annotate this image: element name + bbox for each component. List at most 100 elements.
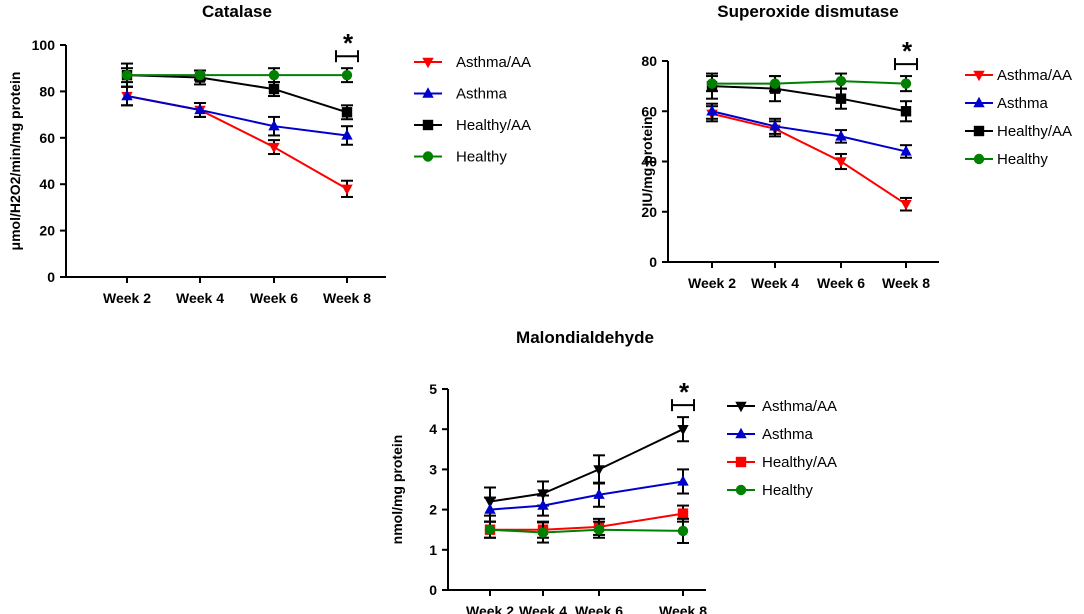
series-healthy — [706, 72, 912, 93]
legend-asthma-aa: Asthma/AA — [414, 54, 531, 71]
legend-healthy: Healthy — [965, 151, 1048, 168]
legend-marker — [422, 87, 434, 98]
data-point — [268, 83, 280, 95]
series-line — [711, 85, 907, 113]
data-point — [537, 527, 549, 538]
y-tick-label: 0 — [47, 269, 55, 285]
x-tick-label: Week 6 — [817, 275, 865, 291]
y-tick-label: 2 — [429, 502, 437, 518]
series-line — [712, 80, 907, 85]
legend-marker — [735, 456, 747, 468]
legend-label: Asthma/AA — [762, 398, 837, 415]
series-asthma-aa — [484, 416, 689, 517]
x-tick-label: Week 8 — [882, 275, 930, 291]
chart-panel-2: Malondialdehyde 0 1 2 3 4 5 Week 2 Week 4 Week 6 W… — [389, 328, 837, 614]
data-point — [341, 69, 353, 81]
data-point — [677, 525, 689, 537]
legend-asthma: Asthma — [965, 95, 1049, 112]
data-point — [706, 105, 718, 116]
data-point — [593, 488, 605, 499]
legend-label: Asthma — [762, 426, 814, 443]
legend-marker — [422, 57, 434, 69]
legend-marker — [973, 96, 985, 108]
y-tick-label: 80 — [39, 83, 55, 99]
x-tick-label: Week 4 — [751, 275, 799, 291]
data-point — [593, 524, 605, 535]
y-tick-label: 100 — [32, 37, 56, 53]
series-asthma — [484, 468, 689, 523]
x-tick-label: Week 8 — [659, 603, 707, 614]
x-tick-label: Week 4 — [176, 290, 224, 306]
y-tick-label: 20 — [641, 204, 657, 220]
y-tick-label: 1 — [429, 542, 437, 558]
data-point — [835, 130, 847, 141]
series-line — [489, 428, 684, 503]
series-line — [126, 74, 348, 114]
data-point — [835, 75, 847, 87]
legend-healthy: Healthy — [414, 149, 507, 166]
data-point — [677, 475, 689, 486]
y-tick-label: 0 — [649, 254, 657, 270]
y-tick-label: 60 — [641, 103, 657, 119]
y-axis-label: IU/mg protein — [639, 116, 655, 206]
significance-star: * — [343, 28, 354, 58]
legend-healthy-aa: Healthy/AA — [965, 123, 1072, 140]
y-tick-label: 60 — [39, 130, 55, 146]
legend-label: Asthma/AA — [456, 54, 531, 71]
legend-label: Asthma/AA — [997, 67, 1072, 84]
data-point — [121, 89, 133, 101]
series-healthy — [121, 67, 353, 84]
y-tick-label: 40 — [39, 176, 55, 192]
data-point — [484, 503, 496, 514]
y-tick-label: 80 — [641, 53, 657, 69]
legend-marker — [973, 70, 985, 82]
legend-marker — [735, 484, 747, 496]
legend-marker — [735, 427, 747, 439]
legend-asthma: Asthma — [727, 426, 814, 443]
series-healthy-aa — [121, 62, 353, 121]
x-tick-label: Week 6 — [250, 290, 298, 306]
legend-label: Healthy — [997, 151, 1048, 168]
data-point — [194, 103, 206, 115]
data-point — [900, 200, 912, 211]
legend-label: Healthy — [456, 149, 507, 166]
data-point — [900, 78, 912, 89]
data-point — [484, 524, 496, 535]
legend-marker — [422, 151, 434, 162]
series-healthy — [484, 517, 689, 544]
data-point — [900, 145, 912, 156]
data-point — [835, 157, 847, 168]
series-line — [490, 512, 684, 531]
data-point — [341, 107, 353, 118]
data-point — [537, 489, 549, 500]
series-asthma — [121, 85, 353, 146]
data-point — [835, 93, 847, 104]
y-tick-label: 4 — [429, 421, 437, 437]
legend-label: Asthma — [997, 95, 1049, 112]
data-point — [341, 184, 353, 196]
y-tick-label: 20 — [39, 223, 55, 239]
legend-marker — [973, 125, 985, 137]
chart-title: Malondialdehyde — [516, 328, 654, 347]
series-line — [126, 95, 348, 137]
y-tick-label: 5 — [429, 381, 437, 397]
x-tick-label: Week 2 — [103, 290, 151, 306]
legend-label: Asthma — [456, 86, 508, 103]
legend-label: Healthy — [762, 482, 813, 499]
legend-healthy: Healthy — [727, 482, 813, 499]
series-healthy-aa — [484, 504, 689, 539]
series-line — [711, 110, 907, 153]
data-point — [769, 120, 781, 131]
data-point — [268, 142, 280, 154]
chart-panel-0: Catalase 0 20 40 60 80 100 Week 2 Week 4 Week 6 We… — [7, 2, 531, 306]
series-asthma — [706, 102, 912, 159]
data-point — [268, 120, 280, 131]
data-point — [677, 508, 689, 519]
series-line — [126, 95, 348, 190]
legend-marker — [973, 153, 985, 165]
significance-star: * — [679, 377, 690, 407]
data-point — [268, 69, 280, 81]
series-line — [489, 480, 684, 511]
legend-asthma-aa: Asthma/AA — [727, 398, 837, 415]
legend-marker — [735, 401, 747, 413]
